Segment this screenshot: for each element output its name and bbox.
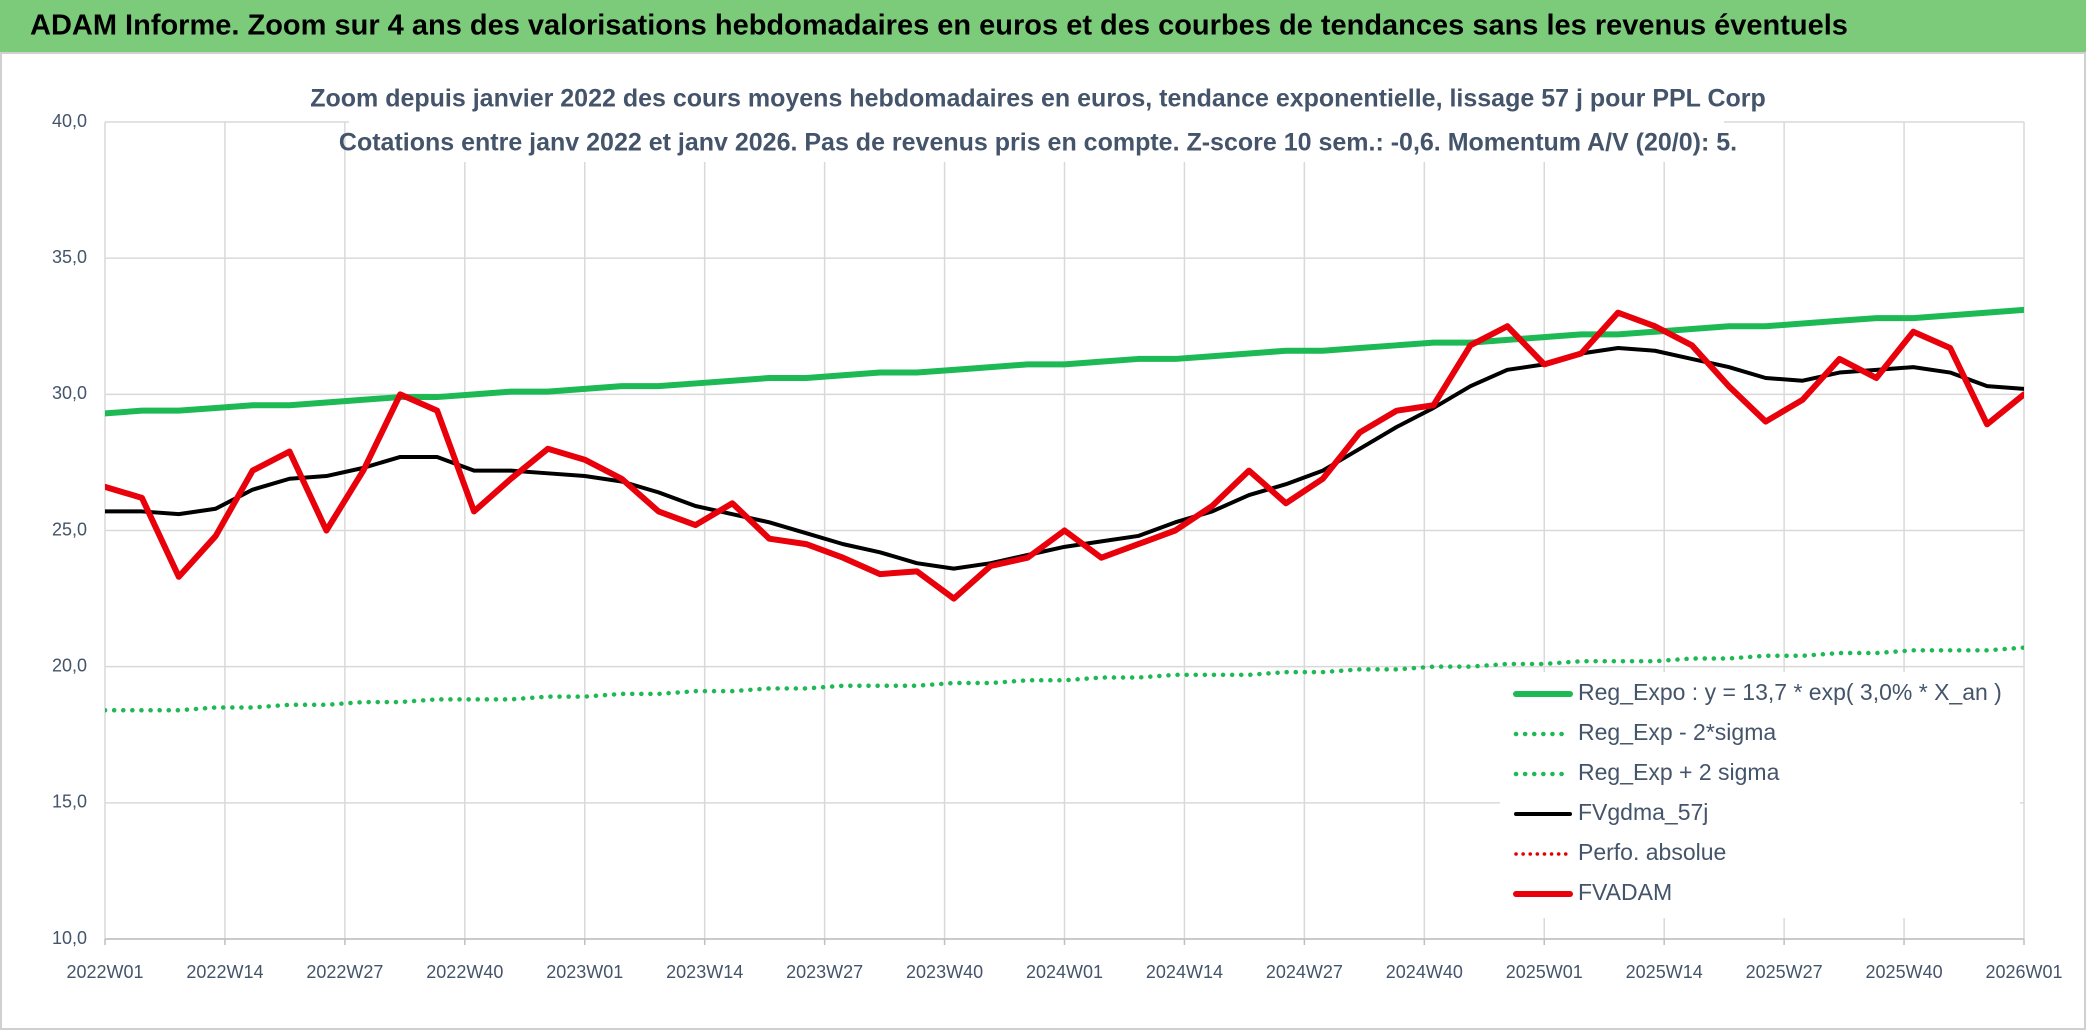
- series-line: [105, 309, 2024, 602]
- x-tick-label: 2025W27: [1746, 962, 1823, 982]
- y-tick-label: 40,0: [52, 111, 87, 131]
- x-tick-label: 2023W14: [666, 962, 743, 982]
- legend-label: FVgdma_57j: [1578, 799, 1708, 825]
- x-tick-label: 2025W14: [1626, 962, 1703, 982]
- x-tick-label: 2025W01: [1506, 962, 1583, 982]
- y-tick-label: 35,0: [52, 247, 87, 267]
- series-line: [105, 645, 2024, 713]
- x-tick-label: 2024W14: [1146, 962, 1223, 982]
- x-tick-label: 2022W27: [306, 962, 383, 982]
- chart-subtitle: Cotations entre janv 2022 et janv 2026. …: [339, 129, 1737, 157]
- legend-label: Reg_Exp - 2*sigma: [1578, 719, 1776, 745]
- x-tick-label: 2024W40: [1386, 962, 1463, 982]
- legend-label: Reg_Expo : y = 13,7 * exp( 3,0% * X_an ): [1578, 679, 2002, 705]
- subtitle-box: [349, 78, 1724, 162]
- x-tick-label: 2023W40: [906, 962, 983, 982]
- x-tick-label: 2022W40: [426, 962, 503, 982]
- x-tick-label: 2024W01: [1026, 962, 1103, 982]
- x-tick-label: 2023W01: [546, 962, 623, 982]
- y-tick-label: 30,0: [52, 383, 87, 403]
- y-tick-label: 25,0: [52, 519, 87, 539]
- y-tick-label: 15,0: [52, 792, 87, 812]
- y-tick-label: 10,0: [52, 928, 87, 948]
- plot-area: [105, 306, 2024, 713]
- series-line: [105, 306, 2024, 417]
- x-tick-label: 2022W14: [186, 962, 263, 982]
- x-tick-label: 2024W27: [1266, 962, 1343, 982]
- header-band: [0, 0, 2086, 53]
- page-title: ADAM Informe. Zoom sur 4 ans des valoris…: [30, 10, 1848, 42]
- legend-label: FVADAM: [1578, 879, 1672, 905]
- legend-label: Reg_Exp + 2 sigma: [1578, 759, 1780, 785]
- x-tick-label: 2026W01: [1985, 962, 2062, 982]
- chart-title: Zoom depuis janvier 2022 des cours moyen…: [310, 85, 1766, 113]
- x-tick-label: 2023W27: [786, 962, 863, 982]
- x-tick-label: 2025W40: [1866, 962, 1943, 982]
- legend: Reg_Expo : y = 13,7 * exp( 3,0% * X_an )…: [1500, 672, 2020, 918]
- legend-box: [1500, 672, 2020, 918]
- y-tick-label: 20,0: [52, 655, 87, 675]
- x-tick-label: 2022W01: [66, 962, 143, 982]
- legend-label: Perfo. absolue: [1578, 839, 1726, 865]
